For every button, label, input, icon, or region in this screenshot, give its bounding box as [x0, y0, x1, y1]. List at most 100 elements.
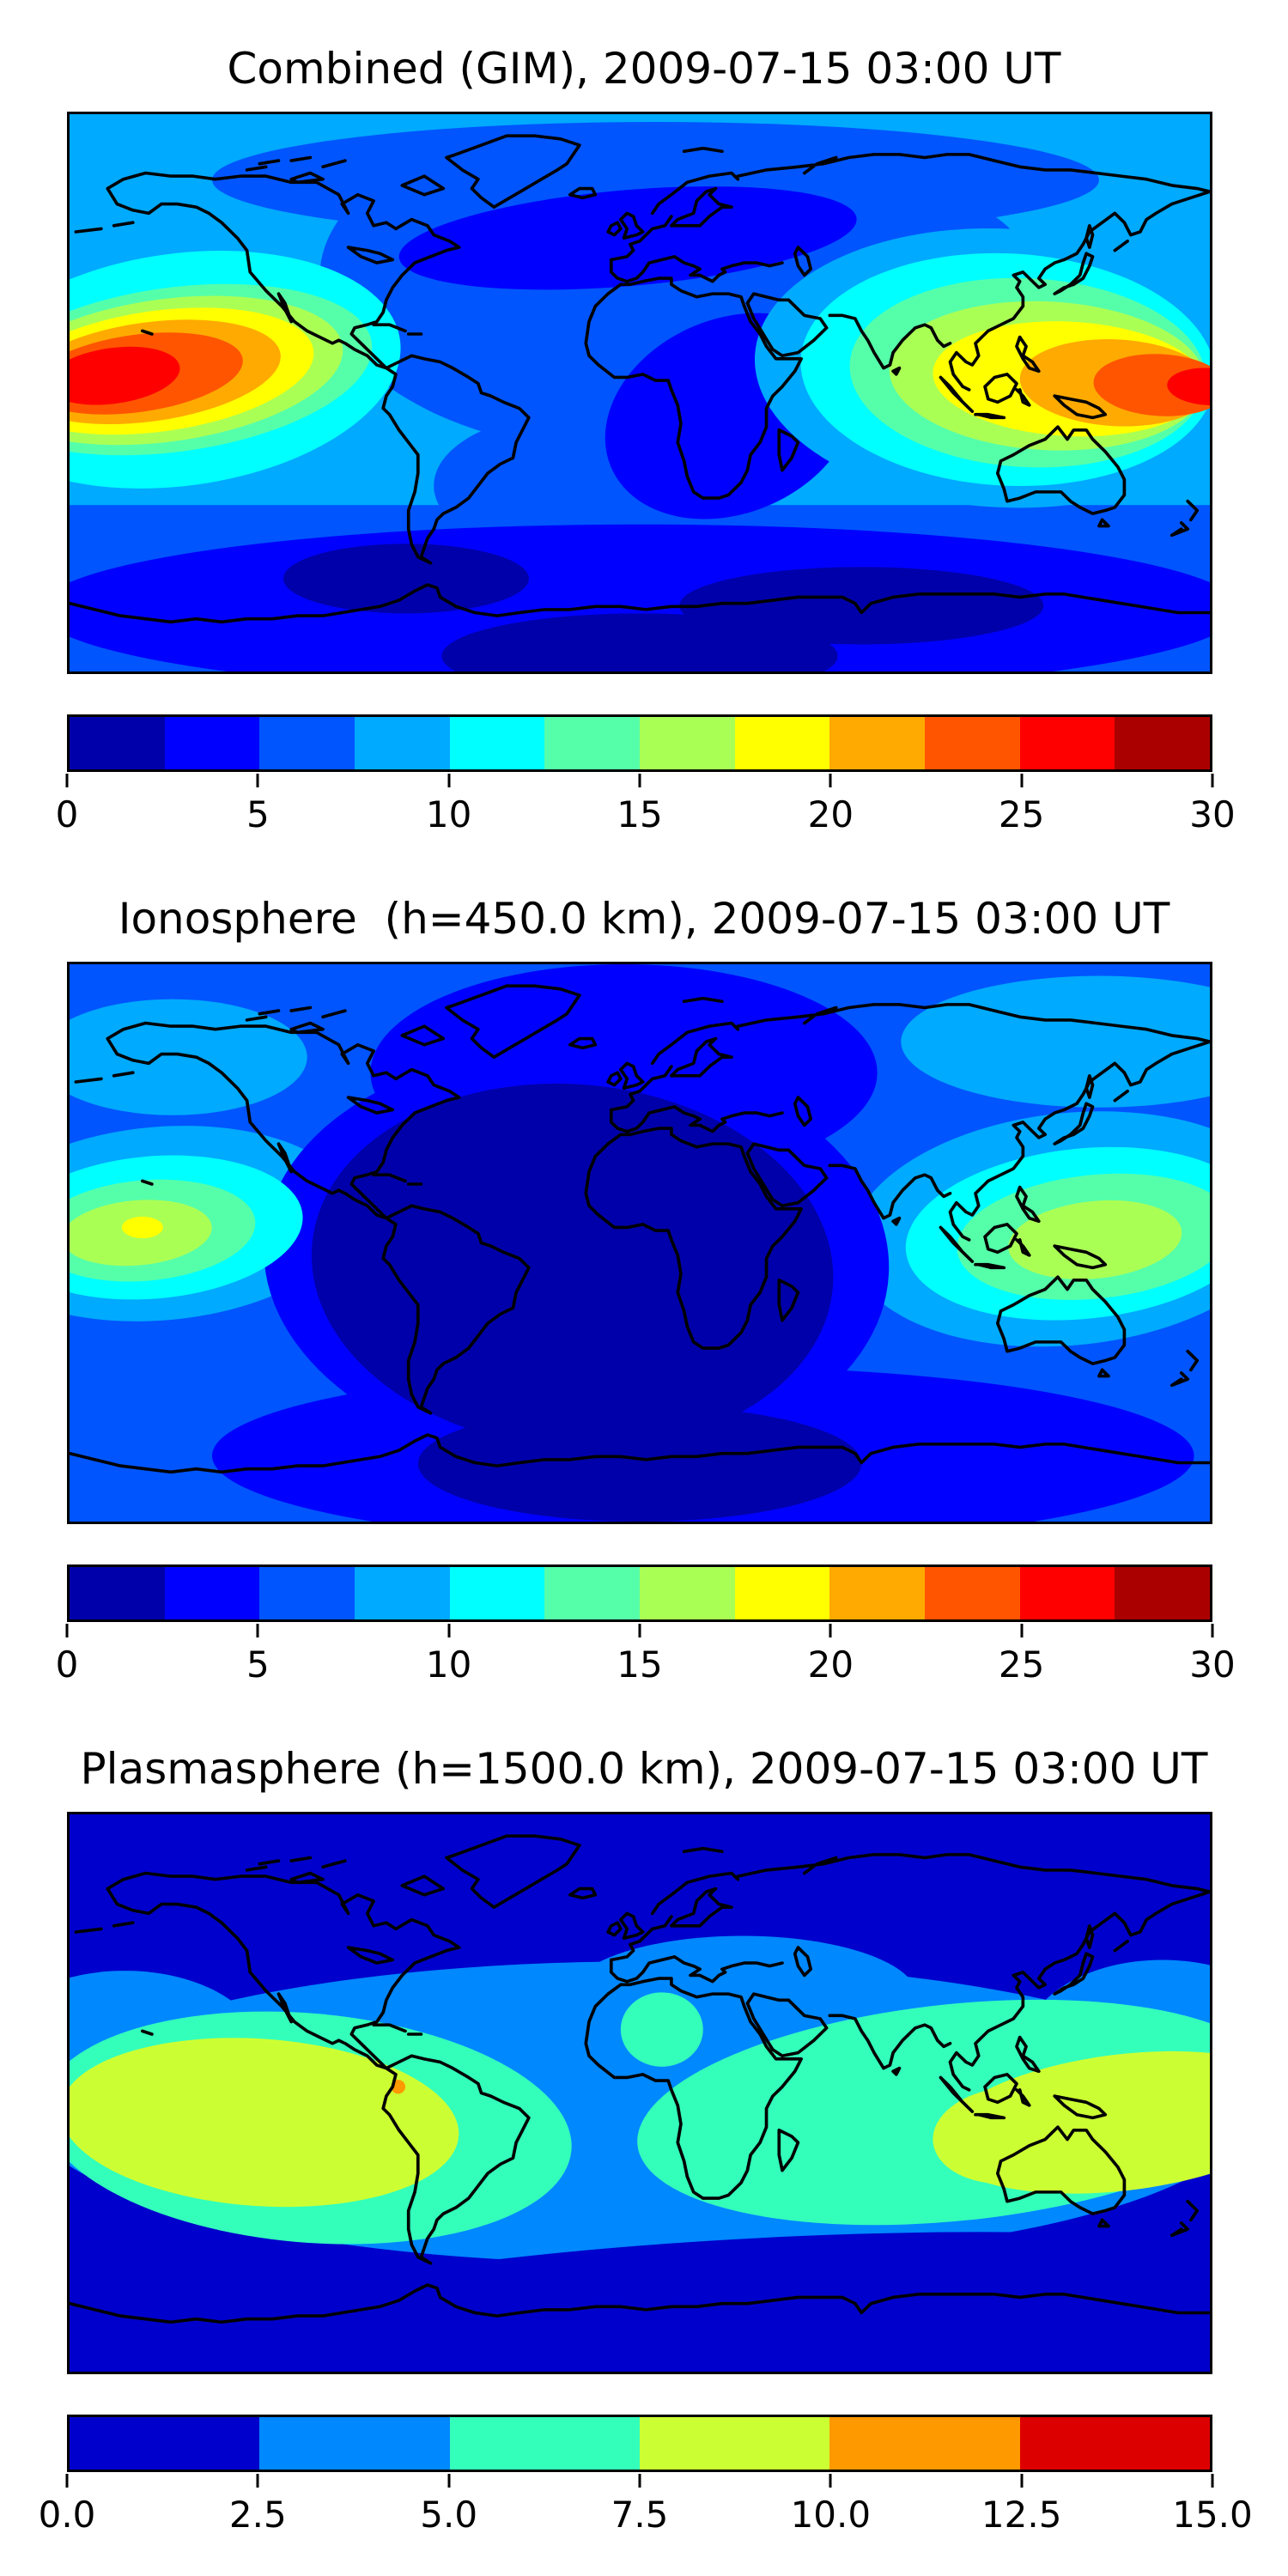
coastline-path [70, 1834, 1210, 2324]
colorbar-tick-label: 30 [1189, 1643, 1236, 1686]
contour-map-ionosphere [70, 964, 1210, 1522]
contour-map-plasmasphere [70, 1814, 1210, 2372]
colorbar-tick [1020, 2474, 1024, 2488]
contour-fills [70, 114, 1210, 671]
colorbar-tick [829, 2474, 832, 2488]
colorbar-tick [1020, 1624, 1024, 1637]
contour-region [901, 975, 1210, 1108]
colorbar-tick-label: 30 [1189, 793, 1236, 835]
colorbar-segment [259, 717, 355, 769]
colorbar-tick [829, 1624, 832, 1637]
colorbar-ticks [65, 2474, 1214, 2488]
colorbar-segment [1019, 1567, 1115, 1619]
coastlines [70, 1834, 1210, 2324]
contour-region [1008, 1200, 1182, 1279]
colorbar-segment [544, 717, 641, 769]
colorbar-tick-label: 15 [617, 793, 663, 835]
colorbar-tick-label: 5 [246, 1643, 270, 1686]
colorbar-tick [65, 774, 69, 787]
colorbar-tick-label: 0.0 [38, 2494, 96, 2536]
colorbar-tick-label: 10 [425, 793, 472, 835]
colorbar-segment [1019, 2417, 1210, 2470]
colorbar-segment [449, 2417, 640, 2470]
panel-combined-gim: Combined (GIM), 2009-07-15 03:00 UT [56, 45, 1236, 843]
colorbar-tick-label: 7.5 [611, 2494, 669, 2536]
colorbar-tick [1211, 2474, 1214, 2488]
panel-title-plasmasphere: Plasmasphere (h=1500.0 km), 2009-07-15 0… [80, 1744, 1208, 1794]
colorbar-tick-label: 10.0 [790, 2494, 872, 2536]
colorbar-segment [925, 1567, 1020, 1619]
panel-title-ionosphere: Ionosphere (h=450.0 km), 2009-07-15 03:0… [118, 894, 1170, 944]
panel-title-combined: Combined (GIM), 2009-07-15 03:00 UT [227, 44, 1061, 94]
colorbar-labels: 0 5 10 15 20 25 30 [56, 793, 1236, 840]
colorbar-segment [639, 2417, 830, 2470]
contour-region [441, 613, 838, 671]
colorbar-segment [70, 2417, 260, 2470]
colorbar-tick [256, 774, 259, 787]
contour-region [311, 1083, 834, 1449]
colorbar-tick [1211, 774, 1214, 787]
colorbar-tick [638, 1624, 641, 1637]
colorbar-segment [1115, 717, 1211, 769]
colorbar-tick [65, 1624, 69, 1637]
contour-region [283, 544, 529, 614]
colorbar-tick [256, 2474, 259, 2488]
contour-fills [70, 1814, 1210, 2372]
contour-region [70, 2038, 459, 2208]
colorbar-segment [925, 717, 1020, 769]
colorbar-segment [640, 1567, 735, 1619]
colorbar-ticks [65, 1624, 1214, 1637]
colorbar-segment [355, 717, 450, 769]
contour-region [118, 2232, 1210, 2372]
colorbar-tick-label: 20 [807, 1643, 854, 1686]
contour-fills [70, 964, 1210, 1522]
colorbar-segment [449, 1567, 545, 1619]
colorbar-segment [734, 717, 830, 769]
colorbar-segment [449, 717, 545, 769]
colorbar-segment [640, 717, 735, 769]
colorbar-labels: 0 5 10 15 20 25 30 [56, 1643, 1236, 1690]
map-plasmasphere [67, 1812, 1212, 2374]
colorbar-tick-label: 2.5 [228, 2494, 287, 2536]
contour-region [1167, 368, 1210, 406]
map-ionosphere [67, 962, 1212, 1524]
colorbar-segment [259, 1567, 355, 1619]
colorbar [67, 714, 1212, 772]
colorbar-tick-label: 0 [55, 793, 79, 835]
contour-region [417, 1405, 862, 1522]
map-combined [67, 112, 1212, 674]
colorbar-segment [544, 1567, 641, 1619]
colorbar-tick-label: 20 [807, 793, 854, 835]
colorbar-tick [447, 2474, 451, 2488]
colorbar-tick-label: 10 [425, 1643, 472, 1686]
colorbar-tick [829, 774, 832, 787]
colorbar [67, 2415, 1212, 2472]
colorbar-segment [829, 717, 926, 769]
colorbar-tick [65, 2474, 69, 2488]
coastline-path [70, 134, 1210, 624]
colorbar-tick-label: 12.5 [981, 2494, 1062, 2536]
colorbar-segment [355, 1567, 450, 1619]
coastlines [70, 984, 1210, 1474]
contour-map-combined [70, 114, 1210, 671]
colorbar-segment [70, 1567, 165, 1619]
colorbar-segment [1115, 1567, 1211, 1619]
colorbar-segment [259, 2417, 450, 2470]
colorbar-tick [638, 2474, 641, 2488]
colorbar-tick-label: 25 [998, 1643, 1045, 1686]
colorbar-segment [164, 1567, 260, 1619]
colorbar-tick [447, 774, 451, 787]
colorbar-tick-label: 5 [246, 793, 270, 835]
colorbar-ticks [65, 774, 1214, 787]
contour-region [121, 1216, 163, 1239]
colorbar-segment [734, 1567, 830, 1619]
colorbar-tick-label: 15 [617, 1643, 663, 1686]
colorbar-tick [1211, 1624, 1214, 1637]
colorbar-tick [447, 1624, 451, 1637]
colorbar-segment [70, 717, 165, 769]
colorbar [67, 1564, 1212, 1622]
colorbar-tick-label: 15.0 [1172, 2494, 1253, 2536]
colorbar-segment [829, 1567, 926, 1619]
panel-plasmasphere: Plasmasphere (h=1500.0 km), 2009-07-15 0… [39, 1745, 1253, 2543]
